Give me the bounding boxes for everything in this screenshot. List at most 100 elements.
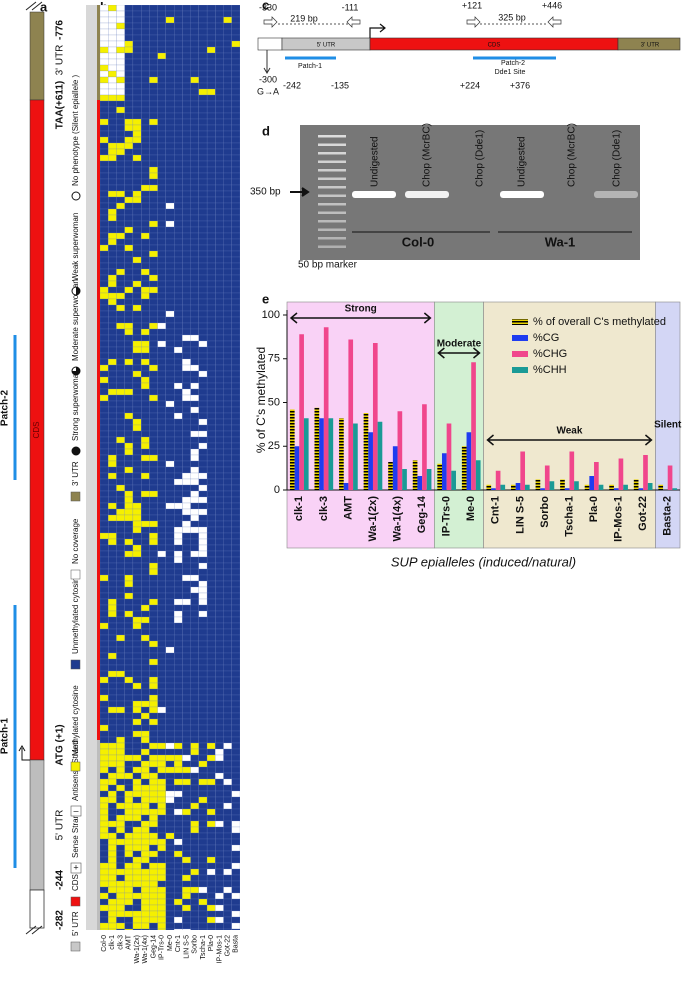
heat-cell: [190, 280, 199, 288]
heat-cell: [206, 376, 216, 384]
heat-cell: [174, 394, 183, 402]
lane-label: Chop (Dde1): [475, 130, 486, 187]
heat-cell: [215, 16, 224, 24]
heat-cell: [190, 124, 199, 132]
upstream-region: [29, 889, 45, 929]
heat-cell: [157, 802, 166, 810]
heat-cell: [190, 5, 199, 12]
heat-cell: [174, 826, 183, 834]
heat-cell: [149, 796, 158, 804]
heat-cell: [174, 358, 183, 366]
heat-cell: [182, 682, 191, 690]
heat-cell: [223, 286, 232, 294]
heat-cell: [198, 760, 208, 768]
heat-cell: [132, 472, 142, 480]
heat-cell: [198, 490, 208, 498]
heat-cell: [124, 766, 134, 774]
heat-cell: [231, 118, 240, 126]
heat-cell: [124, 772, 134, 780]
heat-cell: [190, 688, 199, 696]
heat-cell: [116, 724, 125, 732]
heat-cell: [157, 340, 166, 348]
heat-cell: [116, 814, 125, 822]
x-tick-label: IP-Trs-0: [441, 496, 453, 536]
heat-cell: [124, 562, 134, 570]
heat-cell: [174, 496, 183, 504]
heat-cell: [231, 292, 240, 300]
heat-cell: [116, 190, 125, 198]
heat-cell: [215, 700, 224, 708]
bar: [314, 407, 320, 490]
heat-cell: [157, 370, 166, 378]
heat-cell: [149, 844, 158, 852]
heat-cell: [206, 760, 216, 768]
heat-cell: [165, 616, 175, 624]
heat-cell: [174, 142, 183, 150]
heat-cell: [174, 784, 183, 792]
heat-cell: [215, 592, 224, 600]
ladder-band: [318, 203, 346, 206]
heat-cell: [215, 568, 224, 576]
bar: [569, 451, 575, 490]
heat-cell: [141, 748, 150, 756]
coordinate: -111: [342, 2, 359, 12]
row-index: [86, 5, 100, 930]
heat-cell: [206, 856, 216, 864]
heat-cell: [116, 592, 125, 600]
heat-cell: [223, 646, 232, 654]
heat-cell: [132, 790, 142, 798]
heat-cell: [132, 760, 142, 768]
heat-cell: [108, 370, 117, 378]
heat-cell: [124, 808, 134, 816]
heat-cell: [100, 454, 109, 462]
heat-cell: [108, 148, 117, 156]
heat-cell: [100, 766, 109, 774]
heat-cell: [108, 484, 117, 492]
heat-cell: [141, 184, 150, 192]
heat-cell: [190, 34, 199, 42]
heat-cell: [157, 64, 166, 72]
heat-cell: [206, 574, 216, 582]
heat-cell: [165, 718, 175, 726]
heat-cell: [215, 826, 224, 834]
heat-cell: [182, 190, 191, 198]
heat-cell: [182, 778, 191, 786]
heat-cell: [149, 148, 158, 156]
heat-cell: [100, 358, 109, 366]
heat-cell: [190, 22, 199, 30]
heat-cell: [206, 88, 216, 96]
heat-cell: [165, 208, 175, 216]
heat-cell: [165, 52, 175, 60]
heat-cell: [198, 406, 208, 414]
heat-cell: [141, 760, 150, 768]
heat-cell: [231, 130, 240, 138]
heat-cell: [223, 256, 232, 264]
heat-cell: [190, 466, 199, 474]
heat-cell: [165, 664, 175, 672]
heat-cell: [223, 106, 232, 114]
heat-cell: [223, 424, 232, 432]
heat-cell: [182, 664, 191, 672]
x-tick-label: AMT: [342, 496, 354, 520]
heat-cell: [190, 106, 199, 114]
heat-cell: [223, 736, 232, 744]
heat-cell: [174, 5, 183, 12]
bar: [353, 423, 358, 490]
heat-cell: [231, 94, 240, 102]
heat-cell: [141, 448, 150, 456]
heat-cell: [165, 928, 175, 930]
heat-cell: [190, 796, 199, 804]
heat-cell: [141, 394, 150, 402]
heat-cell: [165, 40, 175, 48]
heat-cell: [108, 766, 117, 774]
heat-cell: [132, 454, 142, 462]
heat-cell: [108, 688, 117, 696]
heat-cell: [132, 802, 142, 810]
heat-cell: [149, 856, 158, 864]
heat-cell: [231, 202, 240, 210]
heat-cell: [100, 484, 109, 492]
heat-cell: [215, 688, 224, 696]
heat-cell: [206, 766, 216, 774]
heat-cell: [206, 310, 216, 318]
heat-cell: [165, 832, 175, 840]
